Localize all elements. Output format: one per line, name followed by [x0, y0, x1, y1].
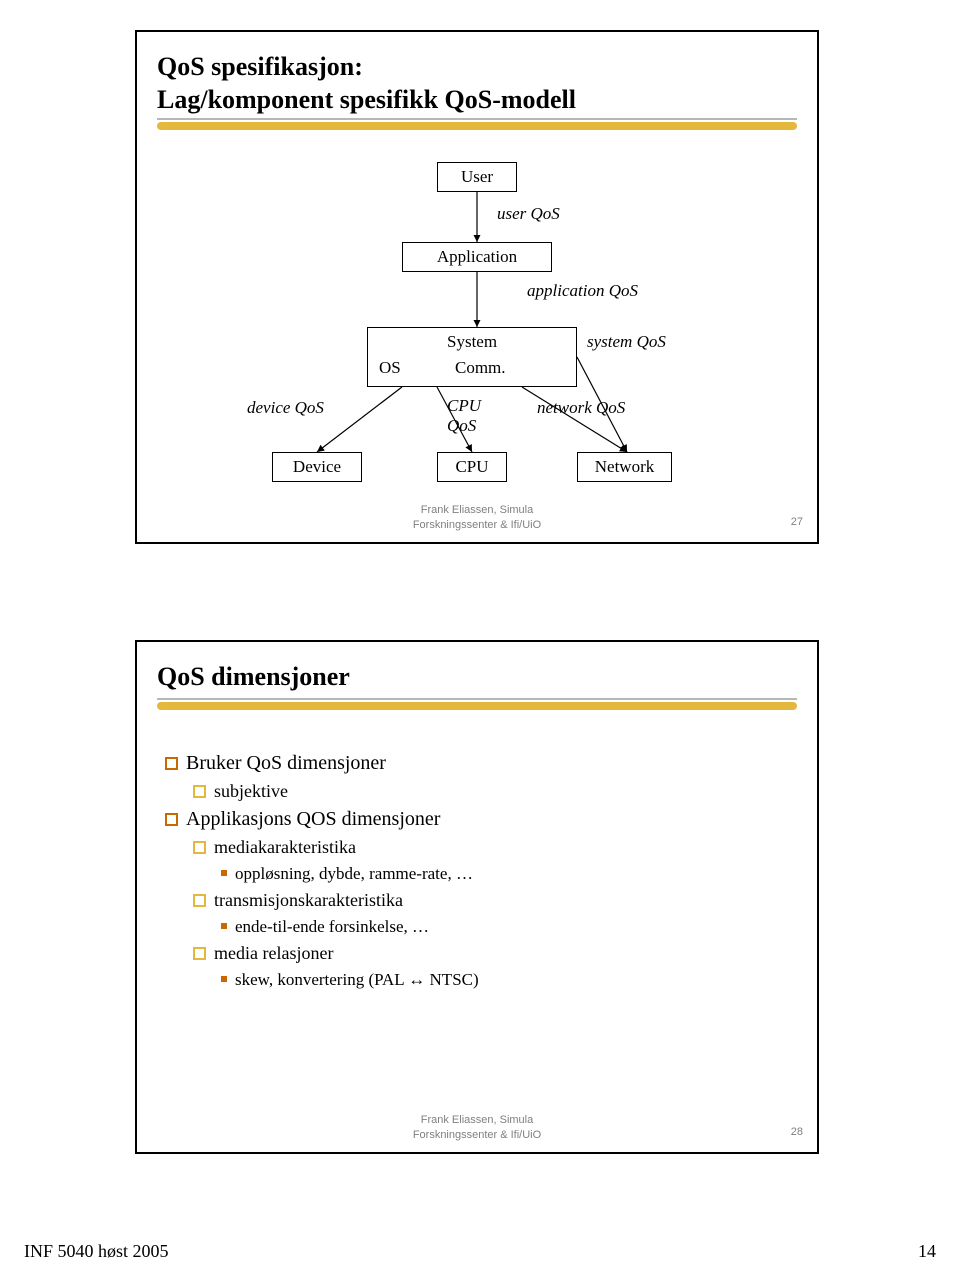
- diagram-inner-system_label: System: [447, 332, 497, 352]
- bullet-fill-icon: [221, 976, 227, 982]
- bullet-square-icon: [193, 947, 206, 960]
- bullet-item: media relasjoner: [193, 943, 789, 964]
- diagram-qos-system_qos: system QoS: [587, 332, 666, 352]
- bullet-text: subjektive: [214, 781, 288, 801]
- slide-1: QoS spesifikasjon: Lag/komponent spesifi…: [135, 30, 819, 544]
- slide2-credit: Frank Eliassen, Simula Forskningssenter …: [413, 1113, 541, 1142]
- bullet-item: ende-til-ende forsinkelse, …: [221, 917, 789, 937]
- underline-accent-2: [157, 702, 797, 710]
- diagram-qos-app_qos: application QoS: [527, 281, 638, 301]
- diagram-qos-user_qos: user QoS: [497, 204, 560, 224]
- diagram-qos-cpu_qos_l1: CPU: [447, 396, 481, 416]
- diagram-inner-os_label: OS: [379, 358, 401, 378]
- diagram-qos-device_qos: device QoS: [247, 398, 324, 418]
- slide2-title: QoS dimensjoner: [157, 660, 350, 693]
- page-footer-left: INF 5040 høst 2005: [24, 1241, 169, 1262]
- bullet-text: Bruker QoS dimensjoner: [186, 752, 386, 774]
- diagram-box-device: Device: [272, 452, 362, 482]
- bullet-text: skew, konvertering (PAL ↔ NTSC): [235, 970, 479, 989]
- bullet-text: mediakarakteristika: [214, 837, 356, 857]
- title-underline-2: [157, 698, 797, 710]
- bullet-square-icon: [165, 757, 178, 770]
- diagram-arrow-5: [522, 387, 627, 452]
- diagram-box-app: Application: [402, 242, 552, 272]
- page-footer-right: 14: [918, 1241, 936, 1262]
- bullet-fill-icon: [221, 923, 227, 929]
- bullet-item: subjektive: [193, 781, 789, 802]
- credit-line2: Forskningssenter & Ifi/UiO: [413, 519, 541, 531]
- bullet-item: transmisjonskarakteristika: [193, 890, 789, 911]
- bullet-item: skew, konvertering (PAL ↔ NTSC): [221, 970, 789, 990]
- bullet-square-icon: [193, 841, 206, 854]
- bullet-item: Applikasjons QOS dimensjoner: [165, 808, 789, 831]
- bullet-square-icon: [193, 894, 206, 907]
- bullet-text: transmisjonskarakteristika: [214, 890, 403, 910]
- slide-2: QoS dimensjoner Bruker QoS dimensjoner su…: [135, 640, 819, 1154]
- diagram-qos-network_qos: network QoS: [537, 398, 625, 418]
- page: QoS spesifikasjon: Lag/komponent spesifi…: [0, 0, 960, 1276]
- slide2-content: Bruker QoS dimensjoner subjektive Applikas…: [165, 752, 789, 996]
- bullet-item: mediakarakteristika: [193, 837, 789, 858]
- diagram-arrow-3: [317, 387, 402, 452]
- bullet-text: Applikasjons QOS dimensjoner: [186, 808, 440, 830]
- diagram-box-network: Network: [577, 452, 672, 482]
- slide1-pagenum: 27: [791, 516, 803, 528]
- underline-grey-2: [157, 698, 797, 700]
- credit2-line2: Forskningssenter & Ifi/UiO: [413, 1129, 541, 1141]
- diagram-qos-cpu_qos_l2: QoS: [447, 416, 476, 436]
- bullet-square-icon: [165, 813, 178, 826]
- bullet-text: ende-til-ende forsinkelse, …: [235, 917, 429, 936]
- bullet-text: oppløsning, dybde, ramme-rate, …: [235, 864, 473, 883]
- diagram-box-user: User: [437, 162, 517, 192]
- bullet-square-icon: [193, 785, 206, 798]
- slide1-credit: Frank Eliassen, Simula Forskningssenter …: [413, 503, 541, 532]
- bullet-item: Bruker QoS dimensjoner: [165, 752, 789, 775]
- slide2-pagenum: 28: [791, 1126, 803, 1138]
- diagram-box-cpu: CPU: [437, 452, 507, 482]
- credit-line1: Frank Eliassen, Simula: [421, 504, 534, 516]
- bullet-item: oppløsning, dybde, ramme-rate, …: [221, 864, 789, 884]
- diagram-inner-comm_label: Comm.: [455, 358, 506, 378]
- bullet-fill-icon: [221, 870, 227, 876]
- bullet-text: media relasjoner: [214, 943, 333, 963]
- credit2-line1: Frank Eliassen, Simula: [421, 1114, 534, 1126]
